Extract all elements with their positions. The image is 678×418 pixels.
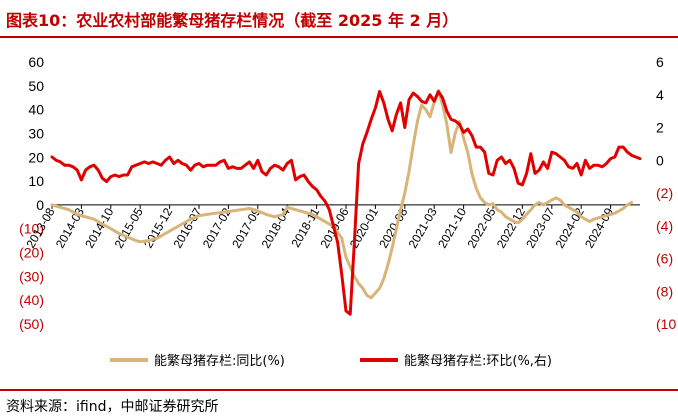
right-tick-label: (6) — [656, 251, 673, 267]
left-axis: 60 50 40 30 20 10 0 (10) (20) (30) (40) (50) — [19, 54, 44, 332]
left-tick-label: 30 — [28, 125, 44, 141]
right-tick-label: 6 — [656, 54, 664, 70]
left-tick-label: 40 — [28, 102, 44, 118]
right-axis: 6 4 2 0 (2) (4) (6) (8) (10 — [656, 54, 676, 332]
left-tick-label: 0 — [36, 197, 44, 213]
yoy-series-line — [50, 89, 634, 300]
left-tick-label: 50 — [28, 78, 44, 94]
left-tick-label: 20 — [28, 149, 44, 165]
right-tick-label: (4) — [656, 218, 673, 234]
source-bar: 资料来源：ifind，中邮证券研究所 — [0, 389, 678, 418]
right-tick-label: 4 — [656, 87, 664, 103]
legend-mom-label: 能繁母猪存栏:环比(%,右) — [404, 353, 552, 369]
right-tick-label: 2 — [656, 120, 664, 136]
right-tick-label: 0 — [656, 152, 664, 168]
legend-yoy-label: 能繁母猪存栏:同比(%) — [154, 353, 285, 369]
right-tick-label: (10 — [656, 316, 676, 332]
x-axis: 2013-082014-032014-102015-052015-122016-… — [23, 204, 640, 251]
series-layer — [50, 89, 642, 316]
right-tick-label: (2) — [656, 185, 673, 201]
left-tick-label: (20) — [19, 245, 44, 261]
title-bar: 图表10：农业农村部能繁母猪存栏情况（截至 2025 年 2 月） — [0, 0, 678, 38]
source-note: 资料来源：ifind，中邮证券研究所 — [6, 399, 219, 415]
chart-title: 图表10：农业农村部能繁母猪存栏情况（截至 2025 年 2 月） — [6, 11, 459, 30]
right-tick-label: (8) — [656, 283, 673, 299]
x-tick-label: 2024-09 — [582, 205, 616, 250]
mom-series-line — [50, 90, 642, 316]
legend: 能繁母猪存栏:同比(%) 能繁母猪存栏:环比(%,右) — [110, 353, 552, 369]
left-tick-label: 10 — [28, 173, 44, 189]
left-tick-label: (30) — [19, 268, 44, 284]
left-tick-label: 60 — [28, 54, 44, 70]
left-tick-label: (10) — [19, 221, 44, 237]
left-tick-label: (50) — [19, 316, 44, 332]
left-tick-label: (40) — [19, 292, 44, 308]
